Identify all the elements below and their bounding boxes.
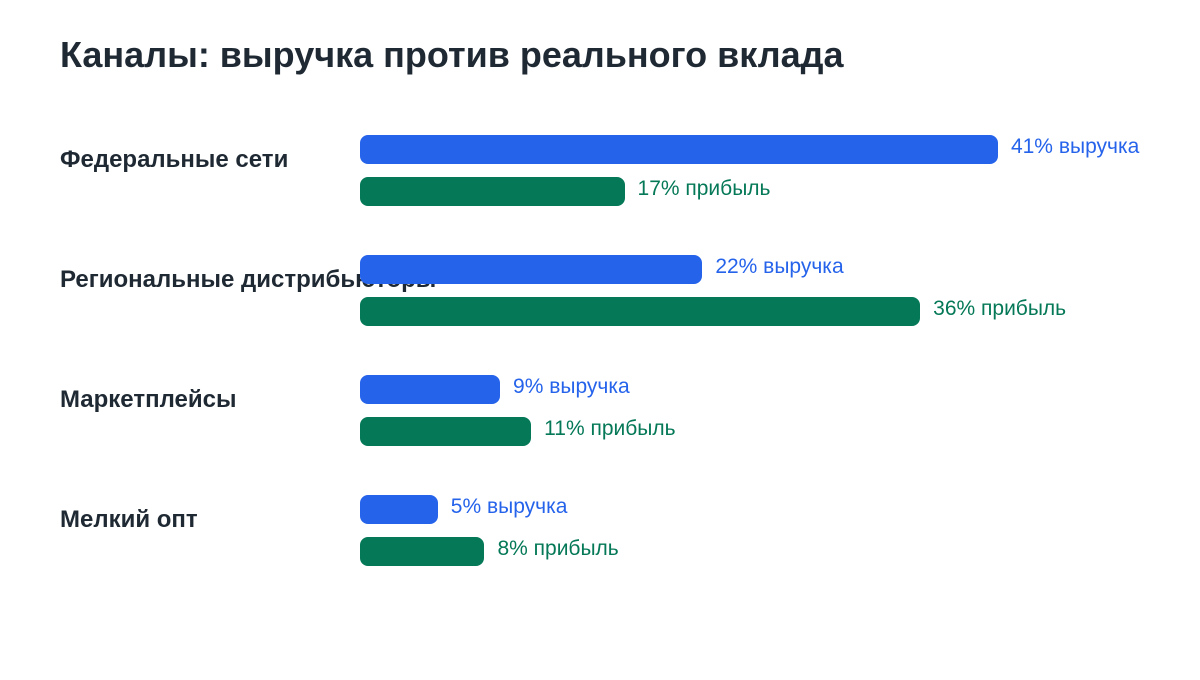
profit-bar bbox=[360, 177, 625, 206]
profit-value-label: 8% прибыль bbox=[497, 537, 619, 560]
category-label: Мелкий опт bbox=[60, 506, 198, 533]
revenue-bar bbox=[360, 375, 501, 404]
profit-bar bbox=[360, 417, 532, 446]
profit-bar bbox=[360, 297, 921, 326]
category-label: Маркетплейсы bbox=[60, 386, 237, 413]
revenue-value-label: 41% выручка bbox=[1010, 135, 1140, 158]
revenue-value-label: 22% выручка bbox=[715, 255, 844, 278]
revenue-value-label: 5% выручка bbox=[450, 495, 568, 518]
profit-value-label: 36% прибыль bbox=[933, 297, 1067, 320]
revenue-bar bbox=[360, 255, 703, 284]
category-label: Федеральные сети bbox=[60, 146, 289, 173]
revenue-bar bbox=[360, 135, 998, 164]
revenue-value-label: 9% выручка bbox=[513, 375, 630, 398]
profit-value-label: 17% прибыль bbox=[637, 177, 771, 200]
profit-value-label: 11% прибыль bbox=[544, 417, 676, 440]
revenue-bar bbox=[360, 495, 438, 524]
profit-bar bbox=[360, 537, 485, 566]
chart-title: Каналы: выручка против реального вклада bbox=[60, 34, 844, 75]
